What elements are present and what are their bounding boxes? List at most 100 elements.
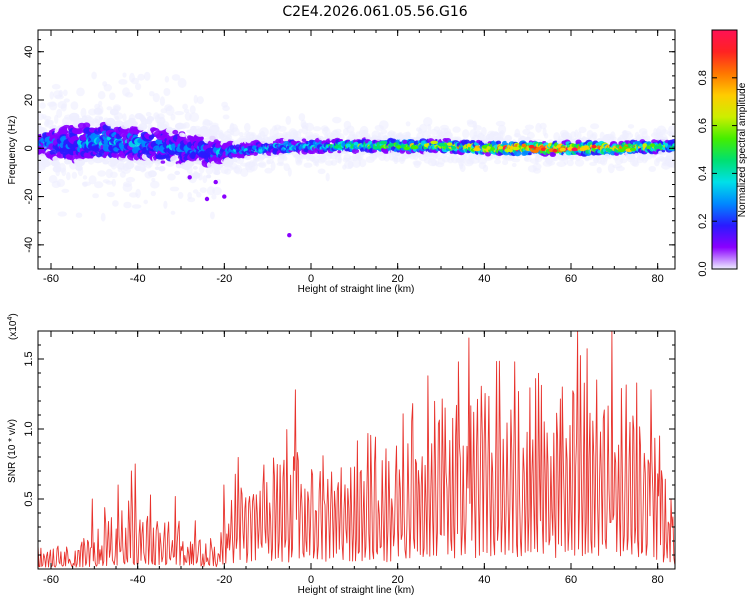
spectrogram-cell [39,102,46,109]
spectrogram-cell [80,107,87,118]
spectrogram-cell [189,112,200,122]
spectrogram-cell [380,129,388,135]
spectrogram-cell [106,191,115,198]
spectrogram-peak [548,148,554,152]
colorbar-tick-label: 0.2 [697,214,709,229]
spectrogram-cell [499,130,505,139]
spectrogram-cell [511,162,517,168]
spectrogram-cell [70,101,79,110]
snr-x-tick-label: 60 [565,574,577,586]
spectrogram-peak [430,140,438,145]
spectrogram-y-tick-label: -20 [23,189,35,205]
spectrogram-peak [451,146,456,150]
spectrogram-peak [642,143,647,147]
spectrogram-cell [193,94,198,104]
spectrogram-peak [497,145,503,150]
spectrogram-cell [668,162,675,168]
spectrogram-cell [612,136,617,142]
spectrogram-peak [482,145,488,149]
spectrogram-cell [196,192,202,198]
spectrogram-cell [351,148,360,154]
spectrogram-cell [672,143,675,147]
spectrogram-cell [495,140,502,145]
snr-scale-exponent: 4 [7,317,14,321]
spectrogram-cell [211,194,217,200]
spectrogram-peak [541,147,546,152]
spectrogram-cell [109,92,116,101]
spectrogram-cell [52,165,62,173]
spectrogram-cell [206,174,212,179]
colorbar-frame [711,29,738,270]
spectrogram-cell [298,128,303,134]
spectrogram-cell [63,98,70,103]
spectrogram-cell [98,100,103,107]
spectrogram-cell [56,178,65,188]
spectrogram-cell [394,151,401,157]
spectrogram-cell [138,123,148,131]
spectrogram-peak [403,146,411,151]
spectrogram-cell [97,91,106,100]
spectrogram-cell [118,79,128,85]
spectrogram-cell [175,122,185,130]
spectrogram-cell [230,127,240,137]
spectrogram-cell [648,166,657,172]
spectrogram-cell [214,170,221,176]
spectrogram-cell [172,129,179,135]
spectrogram-cell [88,175,97,185]
spectrogram-outlier [287,233,292,238]
spectrogram-outlier [187,175,192,180]
snr-scale-multiplier: (x104) [7,313,19,340]
spectrogram-peak [467,143,472,148]
snr-y-axis-label: SNR (10 * v/v) [7,419,18,483]
spectrogram-peak [379,140,387,145]
spectrogram-cell [137,73,145,81]
spectrogram-outlier [213,179,218,185]
spectrogram-cell [303,162,313,168]
spectrogram-cell [224,159,233,166]
spectrogram-cell [75,128,83,135]
spectrogram-cell [482,164,489,173]
spectrogram-cell [83,158,88,163]
spectrogram-cell [615,166,625,172]
spectrogram-x-tick-label: 20 [392,273,404,285]
spectrogram-frame [37,29,676,270]
spectrogram-cell [423,117,433,127]
spectrogram-outlier [222,194,227,199]
spectrogram-cell [143,71,151,81]
spectrogram-cell [112,200,119,207]
spectrogram-cell [163,88,171,96]
spectrogram-cell [403,134,411,140]
spectrogram-cell [224,136,232,143]
spectrogram-cell [523,156,533,162]
spectrogram-cell [335,128,342,134]
spectrogram-peak [345,143,351,148]
spectrogram-cell [171,74,181,81]
spectrogram-cell [347,160,354,169]
spectrogram-peak [447,142,453,146]
spectrogram-cell [375,135,382,141]
spectrogram-cell [181,133,186,137]
spectrogram-cell [122,183,133,192]
spectrogram-cell [323,126,329,133]
spectrogram-cell [222,105,230,112]
colorbar-gradient [712,30,737,269]
spectrogram-peak [646,145,651,150]
spectrogram-cell [38,171,41,181]
snr-x-tick-label: 20 [392,574,404,586]
spectrogram-cell [234,164,243,175]
spectrogram-cell [187,197,196,203]
spectrogram-cell [306,135,311,139]
spectrogram-cell [152,93,160,103]
spectrogram-cell [402,139,408,144]
spectrogram-cell [187,160,194,166]
spectrogram-cell [125,176,136,183]
spectrogram-cell [370,136,377,141]
spectrogram-cell [264,167,273,174]
spectrogram-cell [93,107,103,115]
spectrogram-peak [486,146,491,150]
spectrogram-cell [94,181,104,189]
spectrogram-cell [124,161,135,170]
spectrogram-cell [494,159,502,165]
snr-x-axis-label: Height of straight line (km) [298,585,415,596]
spectrogram-cell [294,136,301,142]
